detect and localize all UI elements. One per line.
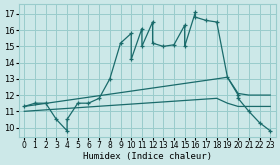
X-axis label: Humidex (Indice chaleur): Humidex (Indice chaleur) — [83, 152, 212, 161]
